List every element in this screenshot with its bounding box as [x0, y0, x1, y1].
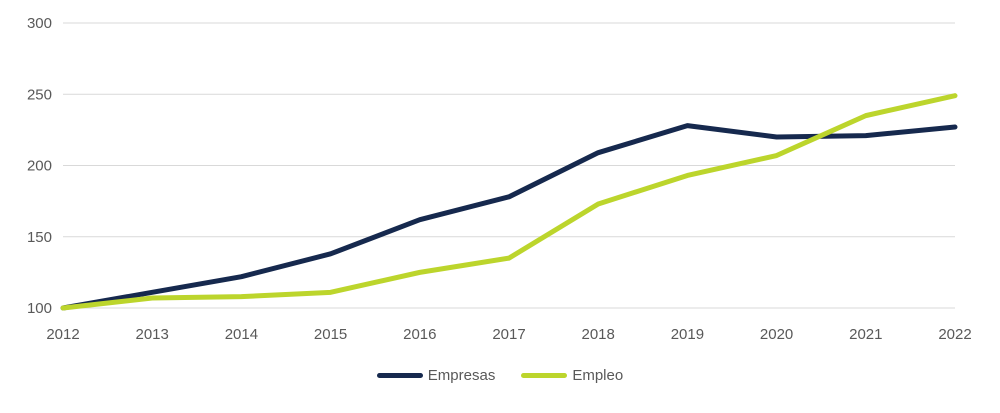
- y-tick-label: 300: [27, 15, 52, 32]
- series-line-empresas: [60, 123, 958, 311]
- x-tick-label: 2012: [46, 326, 79, 343]
- empresas-line-swatch-icon: [376, 373, 423, 378]
- x-tick-label: 2013: [136, 326, 169, 343]
- y-tick-label: 200: [27, 158, 52, 175]
- chart-legend: Empresas Empleo: [0, 368, 1000, 383]
- x-tick-label: 2015: [314, 326, 347, 343]
- x-tick-label: 2016: [403, 326, 436, 343]
- x-tick-label: 2022: [938, 326, 971, 343]
- x-tick-label: 2021: [849, 326, 882, 343]
- plot-area: 100 150 200 250 300 2012 2013 2014 2015 2016 2017 2…: [27, 15, 972, 343]
- y-tick-label: 250: [27, 86, 52, 103]
- legend-label-empresas: Empresas: [427, 367, 496, 384]
- series-line-empleo: [60, 93, 958, 311]
- empleo-line-swatch-icon: [521, 373, 568, 378]
- x-tick-label: 2014: [225, 326, 258, 343]
- legend-label-empleo: Empleo: [572, 367, 624, 384]
- legend-item-empleo: Empleo: [521, 368, 623, 383]
- x-tick-label: 2018: [582, 326, 615, 343]
- x-tick-label: 2020: [760, 326, 793, 343]
- y-tick-label: 100: [27, 300, 52, 317]
- x-tick-label: 2019: [671, 326, 704, 343]
- x-tick-label: 2017: [492, 326, 525, 343]
- legend-item-empresas: Empresas: [376, 367, 496, 384]
- y-tick-label: 150: [27, 229, 52, 246]
